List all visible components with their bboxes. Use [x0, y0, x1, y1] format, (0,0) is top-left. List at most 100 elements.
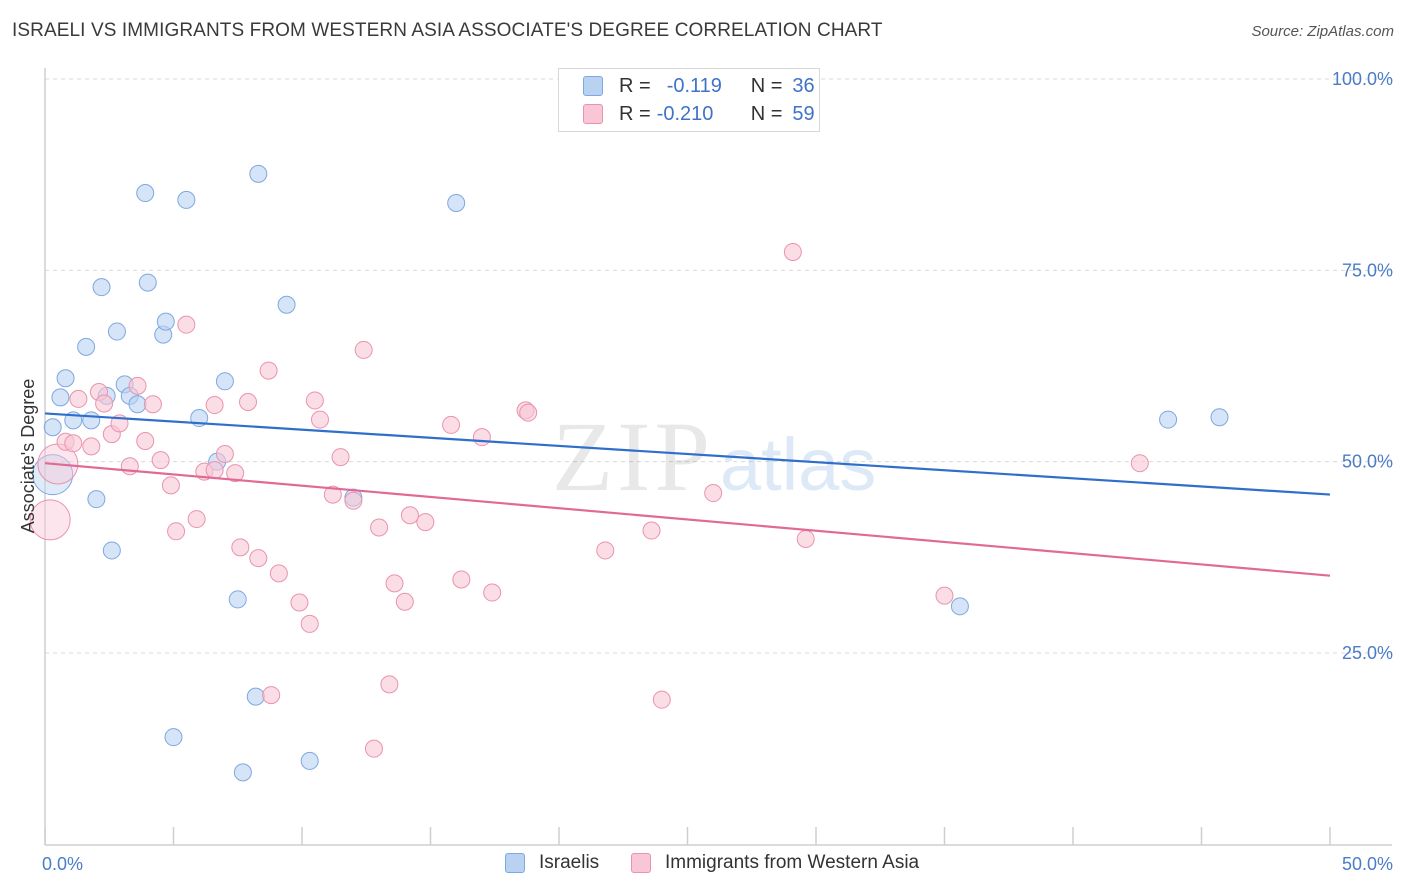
point-israelis — [82, 411, 101, 430]
immigrants-swatch — [583, 104, 603, 124]
point-immigrants — [161, 476, 180, 495]
point-immigrants — [262, 686, 281, 705]
point-israelis — [246, 687, 265, 706]
series-legend: Israelis Immigrants from Western Asia — [0, 852, 1406, 878]
point-israelis — [128, 395, 147, 414]
point-immigrants — [395, 592, 414, 611]
point-israelis — [138, 273, 157, 292]
legend-label-israelis: Israelis — [539, 852, 600, 873]
point-israelis — [215, 372, 234, 391]
point-israelis — [102, 541, 121, 560]
point-israelis — [43, 418, 62, 437]
point-immigrants — [596, 541, 615, 560]
trendline-israelis — [44, 412, 1331, 496]
point-immigrants — [354, 340, 373, 359]
point-immigrants — [136, 432, 155, 451]
point-immigrants — [416, 513, 435, 532]
point-israelis — [51, 388, 70, 407]
point-israelis — [156, 312, 175, 331]
point-israelis — [107, 322, 126, 341]
point-israelis — [87, 490, 106, 509]
point-immigrants — [187, 510, 206, 529]
n-value: 59 — [792, 102, 815, 125]
point-immigrants — [29, 499, 71, 541]
n-value: 36 — [792, 74, 815, 97]
watermark-zip: ZIP — [552, 401, 714, 512]
point-immigrants — [385, 574, 404, 593]
point-immigrants — [64, 434, 83, 453]
y-tick-label: 25.0% — [1342, 643, 1393, 663]
r-value: -0.210 — [656, 102, 714, 125]
point-immigrants — [323, 485, 342, 504]
y-tick-label: 75.0% — [1342, 260, 1393, 280]
point-immigrants — [1130, 454, 1149, 473]
point-immigrants — [215, 445, 234, 464]
point-immigrants — [177, 315, 196, 334]
n-label: N = — [750, 102, 783, 125]
stats-legend-row-immigrants: R = -0.210 N = 59 — [559, 100, 815, 128]
point-israelis — [92, 278, 111, 297]
point-immigrants — [783, 242, 802, 261]
point-immigrants — [452, 570, 471, 589]
y-axis-label: Associate's Degree — [18, 379, 38, 534]
point-immigrants — [300, 614, 319, 633]
point-israelis — [1159, 410, 1178, 429]
y-tick-label: 100.0% — [1332, 69, 1393, 89]
point-immigrants — [364, 739, 383, 758]
point-immigrants — [796, 529, 815, 548]
point-immigrants — [69, 389, 88, 408]
n-label: N = — [750, 74, 783, 97]
legend-item-immigrants[interactable]: Immigrants from Western Asia — [631, 852, 919, 874]
point-immigrants — [205, 396, 224, 415]
point-immigrants — [128, 376, 147, 395]
point-immigrants — [442, 415, 461, 434]
point-immigrants — [290, 593, 309, 612]
point-immigrants — [82, 437, 101, 456]
point-israelis — [77, 337, 96, 356]
points-layer — [29, 164, 1229, 782]
point-immigrants — [642, 521, 661, 540]
stats-legend: R = -0.119 N = 36 R = -0.210 N = 59 — [558, 68, 820, 132]
israelis-swatch — [583, 76, 603, 96]
trend-layer — [44, 412, 1331, 577]
chart-title: ISRAELI VS IMMIGRANTS FROM WESTERN ASIA … — [12, 20, 883, 41]
r-value: -0.119 — [666, 74, 722, 97]
point-israelis — [447, 193, 466, 212]
r-label: R = — [619, 102, 651, 125]
point-immigrants — [704, 484, 723, 503]
grid-layer — [45, 78, 1392, 654]
x-tick-label: 0.0% — [42, 854, 83, 874]
point-israelis — [177, 190, 196, 209]
point-immigrants — [143, 395, 162, 414]
point-israelis — [136, 184, 155, 203]
point-immigrants — [269, 564, 288, 583]
point-immigrants — [380, 675, 399, 694]
point-immigrants — [239, 392, 258, 411]
point-immigrants — [935, 586, 954, 605]
point-immigrants — [231, 538, 250, 557]
point-immigrants — [370, 518, 389, 537]
source-label: Source: ZipAtlas.com — [1251, 23, 1394, 40]
x-tick-label: 50.0% — [1342, 854, 1393, 874]
point-immigrants — [472, 428, 491, 447]
legend-item-israelis[interactable]: Israelis — [505, 852, 599, 874]
point-immigrants — [331, 448, 350, 467]
point-israelis — [233, 763, 252, 782]
point-israelis — [1210, 408, 1229, 427]
legend-swatch-israelis — [505, 853, 525, 873]
point-immigrants — [95, 394, 114, 413]
legend-swatch-immigrants — [631, 853, 651, 873]
point-israelis — [56, 369, 75, 388]
point-israelis — [277, 295, 296, 314]
point-immigrants — [652, 690, 671, 709]
stats-legend-row-israelis: R = -0.119 N = 36 — [559, 72, 815, 100]
point-immigrants — [519, 403, 538, 422]
tick-label-layer: 25.0% 50.0% 75.0% 100.0% 0.0% 50.0% — [42, 69, 1393, 874]
point-israelis — [164, 728, 183, 747]
point-israelis — [300, 751, 319, 770]
point-immigrants — [305, 391, 324, 410]
point-israelis — [228, 590, 247, 609]
point-israelis — [950, 597, 969, 616]
trendline-immigrants — [44, 462, 1331, 577]
